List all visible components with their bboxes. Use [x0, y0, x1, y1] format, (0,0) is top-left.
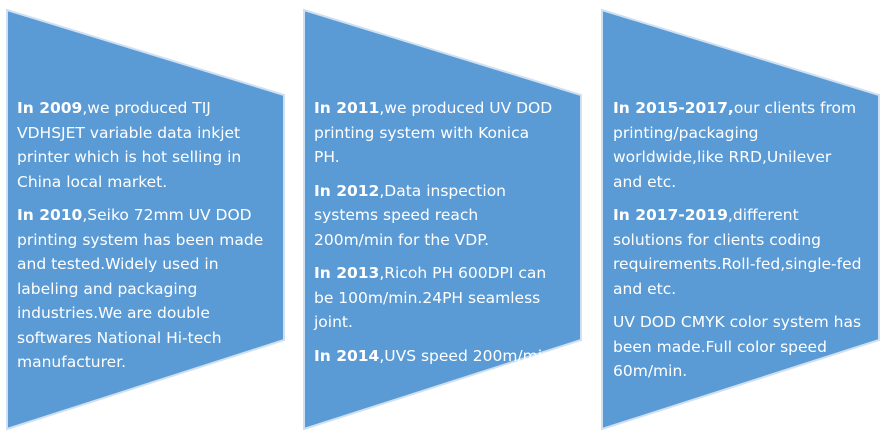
entry-year: In 2012	[314, 181, 380, 200]
entry-text: ,Data inspection systems speed reach 200…	[314, 181, 507, 249]
entry-text: ,Ricoh PH 600DPI can be 100m/min.24PH se…	[314, 264, 547, 331]
entry-2009: In 2009,we produced TIJ VDHSJET variable…	[17, 96, 267, 194]
panel-2-chevron-shape	[303, 8, 582, 431]
entry-year: In 2010	[17, 206, 83, 224]
entry-text: UV DOD CMYK color system has been made.F…	[613, 313, 862, 380]
entry-text: ,we produced TIJ VDHSJET variable data i…	[17, 99, 242, 191]
entry-2014: In 2014,UVS speed 200m/min.	[314, 344, 559, 369]
entry-2015-2017: In 2015-2017,our clients from printing/p…	[613, 96, 863, 194]
entry-year: In 2014	[314, 346, 380, 365]
panel-1-chevron-shape	[6, 8, 285, 431]
entry-year: In 2011	[314, 99, 380, 117]
entry-2011: In 2011,we produced UV DOD printing syst…	[314, 96, 559, 170]
entry-2017-2019: In 2017-2019,different solutions for cli…	[613, 203, 863, 301]
timeline-panel-2: In 2011,we produced UV DOD printing syst…	[298, 0, 588, 435]
entry-text: our clients from printing/packaging worl…	[613, 99, 857, 191]
entry-2010: In 2010,Seiko 72mm UV DOD printing syste…	[17, 203, 267, 375]
panel-3-chevron-shape	[601, 8, 880, 431]
timeline-panel-3: In 2015-2017,our clients from printing/p…	[596, 0, 886, 435]
entry-text: ,Seiko 72mm UV DOD printing system has b…	[17, 206, 264, 371]
entry-text: ,different solutions for clients coding …	[613, 206, 862, 298]
entry-2012: In 2012,Data inspection systems speed re…	[314, 179, 559, 253]
entry-year: In 2015-2017,	[613, 99, 734, 117]
entry-2013: In 2013,Ricoh PH 600DPI can be 100m/min.…	[314, 261, 559, 335]
timeline-panel-1: In 2009,we produced TIJ VDHSJET variable…	[0, 0, 290, 435]
entry-uv-cmyk: UV DOD CMYK color system has been made.F…	[613, 310, 863, 384]
panel-2-text: In 2011,we produced UV DOD printing syst…	[314, 96, 559, 377]
entry-text: ,we produced UV DOD printing system with…	[314, 99, 553, 166]
entry-text: ,UVS speed 200m/min.	[379, 346, 557, 365]
entry-year: In 2017-2019	[613, 206, 728, 224]
panel-1-text: In 2009,we produced TIJ VDHSJET variable…	[17, 96, 267, 384]
entry-year: In 2013	[314, 264, 380, 282]
entry-year: In 2009	[17, 99, 83, 117]
panel-3-text: In 2015-2017,our clients from printing/p…	[613, 96, 863, 393]
